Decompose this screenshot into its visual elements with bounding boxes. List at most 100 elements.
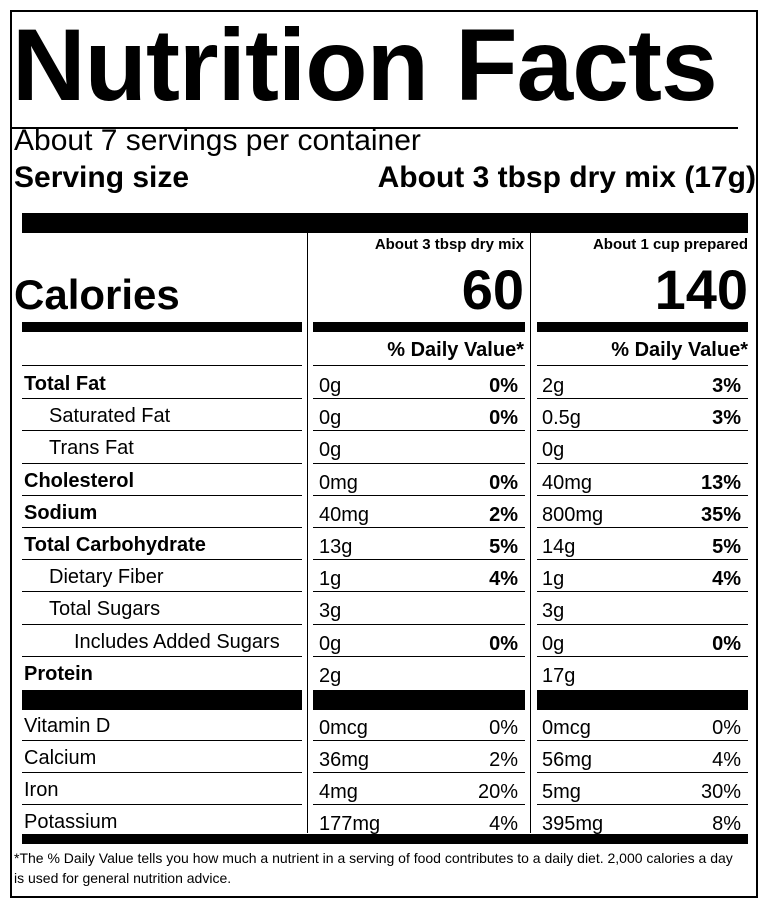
- row-divider: [313, 591, 525, 593]
- serving-size-value: About 3 tbsp dry mix (17g): [377, 161, 756, 194]
- nutrient-name: Potassium: [24, 811, 118, 833]
- column-divider-2: [530, 233, 531, 833]
- calories-bar-name: [22, 322, 302, 332]
- nutrient-name: Cholesterol: [24, 469, 135, 492]
- vitamin-row: Vitamin D 0mcg 0% 0mcg 0%: [0, 710, 772, 742]
- amount-prepared: 5mg: [542, 781, 581, 803]
- daily-value-prepared: 3%: [712, 407, 741, 430]
- amount-dry-mix: 0mcg: [319, 717, 368, 739]
- row-divider: [537, 462, 748, 464]
- thick-bar-mid-name: [22, 690, 302, 710]
- row-divider: [313, 559, 525, 561]
- nutrient-row: Total Fat 0g 0% 2g 3%: [0, 368, 772, 400]
- nutrient-row: Cholesterol 0mg 0% 40mg 13%: [0, 465, 772, 497]
- row-divider: [22, 494, 302, 496]
- row-divider: [537, 740, 748, 741]
- column-header-dry-mix: About 3 tbsp dry mix: [374, 236, 524, 253]
- amount-dry-mix: 40mg: [319, 503, 370, 526]
- thick-bar-mid-col1: [313, 690, 525, 710]
- row-divider: [313, 527, 525, 528]
- row-divider: [22, 398, 302, 400]
- row-divider: [22, 365, 302, 366]
- row-divider: [313, 772, 525, 773]
- servings-per-container: About 7 servings per container: [14, 124, 421, 157]
- nutrient-name: Includes Added Sugars: [74, 630, 280, 653]
- nutrient-row: Saturated Fat 0g 0% 0.5g 3%: [0, 400, 772, 432]
- row-divider: [537, 365, 748, 366]
- amount-prepared: 0g: [542, 439, 565, 462]
- nutrient-row: Total Sugars 3g 3g: [0, 593, 772, 625]
- nutrient-name: Total Carbohydrate: [24, 534, 206, 556]
- nutrient-name: Trans Fat: [49, 437, 134, 460]
- row-divider: [537, 772, 748, 773]
- row-divider: [313, 494, 525, 496]
- daily-value-dry-mix: 20%: [477, 781, 518, 803]
- nutrient-name: Vitamin D: [24, 715, 111, 737]
- daily-value-dry-mix: 2%: [489, 749, 518, 771]
- nutrient-row: Total Carbohydrate 13g 5% 14g 5%: [0, 529, 772, 561]
- nutrient-name: Saturated Fat: [49, 405, 171, 428]
- row-divider: [537, 655, 748, 657]
- amount-dry-mix: 36mg: [319, 749, 370, 771]
- row-divider: [22, 804, 302, 805]
- calories-label: Calories: [14, 271, 180, 318]
- daily-value-prepared: 4%: [712, 749, 741, 771]
- amount-prepared: 800mg: [542, 503, 604, 526]
- nutrient-name: Total Fat: [24, 373, 106, 395]
- nutrient-name: Iron: [24, 779, 59, 801]
- row-divider: [537, 559, 748, 561]
- amount-prepared: 56mg: [542, 749, 593, 771]
- amount-dry-mix: 0g: [319, 632, 342, 655]
- row-divider: [537, 591, 748, 593]
- row-divider: [537, 430, 748, 432]
- nutrient-row: Dietary Fiber 1g 4% 1g 4%: [0, 561, 772, 593]
- daily-value-header-dry-mix: % Daily Value*: [387, 339, 524, 361]
- daily-value-dry-mix: 4%: [489, 813, 518, 835]
- daily-value-dry-mix: 5%: [489, 536, 518, 558]
- amount-prepared: 395mg: [542, 813, 604, 835]
- amount-dry-mix: 4mg: [319, 781, 358, 803]
- row-divider: [537, 623, 748, 625]
- vitamin-row: Calcium 36mg 2% 56mg 4%: [0, 742, 772, 774]
- row-divider: [313, 740, 525, 741]
- label-title: Nutrition Facts: [12, 8, 718, 122]
- footnote: *The % Daily Value tells you how much a …: [14, 850, 733, 886]
- row-divider: [537, 494, 748, 496]
- calories-dry-mix: 60: [461, 258, 524, 321]
- amount-dry-mix: 0g: [319, 439, 342, 462]
- nutrient-row: Trans Fat 0g 0g: [0, 432, 772, 464]
- thick-bar-top: [22, 213, 748, 233]
- row-divider: [22, 623, 302, 625]
- daily-value-prepared: 13%: [700, 471, 741, 494]
- daily-value-dry-mix: 0%: [489, 375, 518, 397]
- amount-dry-mix: 1g: [319, 568, 342, 591]
- row-divider: [537, 398, 748, 400]
- row-divider: [313, 430, 525, 432]
- row-divider: [22, 740, 302, 741]
- thick-bar-bottom: [22, 834, 748, 844]
- daily-value-prepared: 0%: [712, 632, 741, 655]
- row-divider: [22, 772, 302, 773]
- amount-dry-mix: 0g: [319, 407, 342, 430]
- nutrient-row: Sodium 40mg 2% 800mg 35%: [0, 497, 772, 529]
- amount-dry-mix: 13g: [319, 536, 353, 558]
- daily-value-dry-mix: 0%: [489, 717, 518, 739]
- row-divider: [313, 655, 525, 657]
- serving-size-label: Serving size: [14, 161, 190, 194]
- amount-dry-mix: 177mg: [319, 813, 381, 835]
- amount-prepared: 1g: [542, 568, 565, 591]
- nutrient-row: Includes Added Sugars 0g 0% 0g 0%: [0, 626, 772, 658]
- row-divider: [313, 804, 525, 805]
- daily-value-dry-mix: 0%: [489, 407, 518, 430]
- row-divider: [22, 559, 302, 561]
- vitamin-row: Potassium 177mg 4% 395mg 8%: [0, 806, 772, 838]
- row-divider: [313, 365, 525, 366]
- amount-prepared: 3g: [542, 600, 565, 623]
- row-divider: [22, 462, 302, 464]
- amount-prepared: 0.5g: [542, 407, 581, 430]
- nutrient-name: Total Sugars: [49, 598, 161, 621]
- row-divider: [313, 623, 525, 625]
- amount-prepared: 14g: [542, 536, 576, 558]
- row-divider: [22, 430, 302, 432]
- nutrient-name: Calcium: [24, 747, 97, 769]
